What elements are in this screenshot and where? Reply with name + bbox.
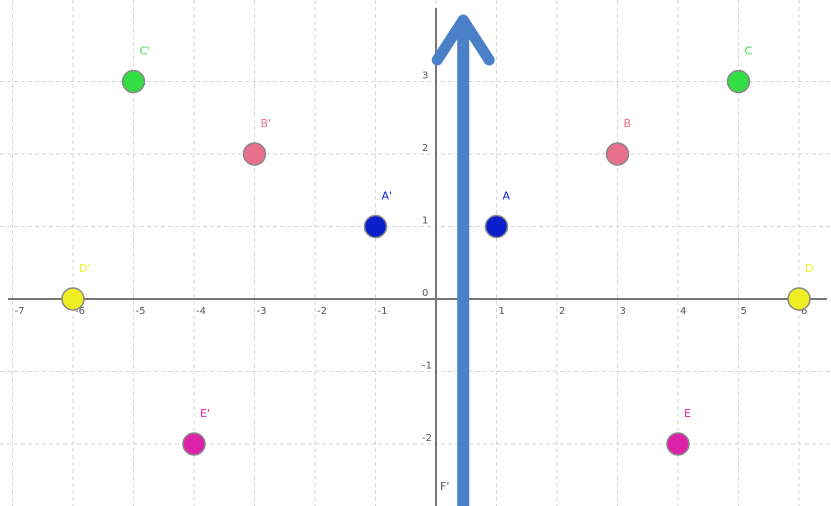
x-tick-label: 1 xyxy=(499,306,505,317)
data-point: A xyxy=(484,190,511,239)
y-tick-label: 0 xyxy=(422,288,428,299)
x-tick-label: -3 xyxy=(257,306,267,317)
point-label: C xyxy=(745,45,753,58)
x-tick-label: -7 xyxy=(15,306,25,317)
data-points: A A' B B' C C' D D' E E' xyxy=(61,45,813,456)
x-tick-label: 5 xyxy=(741,306,747,317)
point-marker xyxy=(787,287,811,311)
point-marker xyxy=(726,69,751,94)
point-marker xyxy=(605,142,630,166)
y-tick-label: -1 xyxy=(422,361,432,372)
data-point: C xyxy=(726,45,753,94)
x-tick-label: -1 xyxy=(378,306,388,317)
point-label: E xyxy=(684,407,691,420)
data-point: C' xyxy=(121,45,151,94)
y-tick-label: -2 xyxy=(422,433,432,444)
axis-end-label: F' xyxy=(440,480,449,493)
point-label: B' xyxy=(261,117,272,130)
arrow-head-icon xyxy=(431,14,495,66)
point-marker xyxy=(484,214,509,239)
point-marker xyxy=(363,214,388,239)
point-label: A xyxy=(503,190,511,203)
point-label: A' xyxy=(382,190,393,203)
x-tick-label: -6 xyxy=(75,306,85,317)
point-label: D xyxy=(805,262,813,275)
data-point: E xyxy=(666,407,691,456)
x-tick-label: -4 xyxy=(196,306,206,317)
data-point: B' xyxy=(242,117,272,166)
x-tick-label: 4 xyxy=(680,306,686,317)
data-point: E' xyxy=(182,407,210,456)
point-marker xyxy=(121,69,146,94)
point-label: B xyxy=(624,117,632,130)
point-marker xyxy=(666,432,690,456)
point-label: E' xyxy=(200,407,210,420)
data-point: B xyxy=(605,117,632,166)
point-marker xyxy=(61,287,85,311)
data-point: D xyxy=(787,262,813,311)
tick-labels: -7 -6 -5 -4 -3 -2 -1 1 2 3 4 5 6 3 2 1 0 -1 -2 xyxy=(15,71,808,445)
x-tick-label: 2 xyxy=(559,306,565,317)
data-point: D' xyxy=(61,262,91,311)
y-tick-label: 2 xyxy=(422,143,428,154)
reflection-arrow xyxy=(431,14,495,506)
y-tick-label: 1 xyxy=(422,216,428,227)
x-tick-label: -2 xyxy=(317,306,327,317)
point-marker xyxy=(182,432,206,456)
point-label: D' xyxy=(79,262,91,275)
data-point: A' xyxy=(363,190,393,239)
x-tick-label: 3 xyxy=(620,306,626,317)
point-marker xyxy=(242,142,267,166)
x-tick-label: -5 xyxy=(136,306,146,317)
y-tick-label: 3 xyxy=(422,71,428,82)
x-tick-label: 6 xyxy=(801,306,807,317)
point-label: C' xyxy=(140,45,151,58)
axes xyxy=(8,8,827,506)
